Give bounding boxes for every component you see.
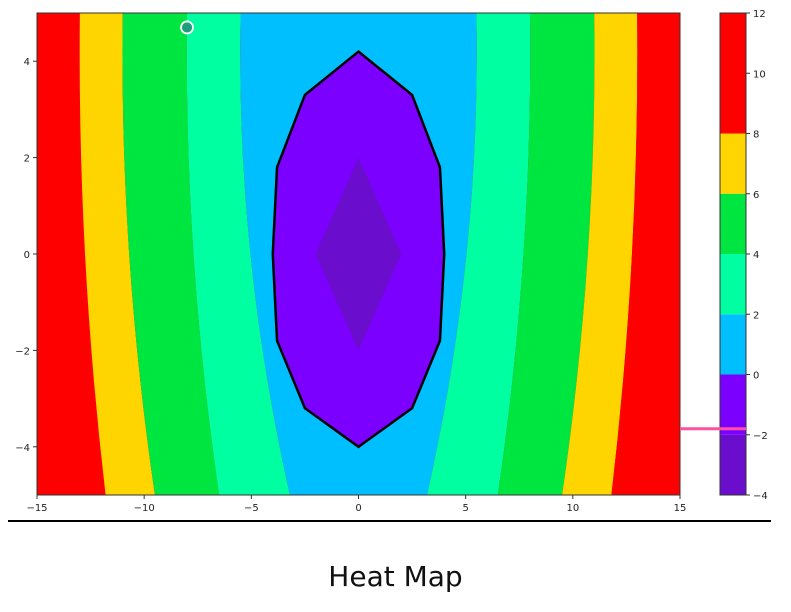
colorbar-tick-label: 4	[753, 250, 759, 261]
colorbar-segment-6	[720, 13, 746, 134]
contour-inner-dark-purple	[315, 157, 402, 351]
colorbar-tick-label: 0	[753, 371, 759, 382]
contour-band-6	[497, 13, 595, 495]
colorbar-segment-5	[720, 133, 746, 194]
caption: Heat Map	[328, 560, 463, 593]
colorbar-tick-label: 8	[753, 130, 759, 141]
colorbar-segment-0	[720, 434, 746, 495]
colorbar-tick-label: 10	[753, 69, 766, 80]
contour-band-1	[79, 13, 155, 495]
contour-band-3	[186, 13, 290, 495]
colorbar-tick-label: 12	[753, 9, 766, 20]
y-tick-label: −4	[15, 443, 30, 454]
x-tick-label: 10	[566, 503, 579, 514]
colorbar-tick-label: −2	[753, 431, 768, 442]
contour-band-5	[427, 13, 531, 495]
x-tick-label: −10	[134, 503, 155, 514]
y-tick-label: −2	[15, 346, 30, 357]
contour-band-7	[562, 13, 638, 495]
contour-band-8	[611, 13, 680, 495]
x-tick-label: −5	[244, 503, 259, 514]
colorbar-segment-3	[720, 254, 746, 315]
colorbar-segment-1	[720, 374, 746, 435]
colorbar-tick-label: 2	[753, 310, 759, 321]
y-tick-label: 4	[24, 57, 30, 68]
colorbar-tick-label: −4	[753, 491, 768, 502]
x-tick-label: −15	[26, 503, 47, 514]
y-tick-label: 0	[24, 250, 30, 261]
x-tick-label: 15	[674, 503, 687, 514]
colorbar-segment-4	[720, 193, 746, 254]
x-tick-label: 0	[355, 503, 361, 514]
x-tick-label: 5	[462, 503, 468, 514]
y-tick-label: 2	[24, 154, 30, 165]
contour-band-2	[122, 13, 220, 495]
contour-band-0	[37, 13, 106, 495]
colorbar-segment-2	[720, 314, 746, 375]
point-marker[interactable]	[180, 20, 194, 35]
colorbar-tick-label: 6	[753, 190, 759, 201]
